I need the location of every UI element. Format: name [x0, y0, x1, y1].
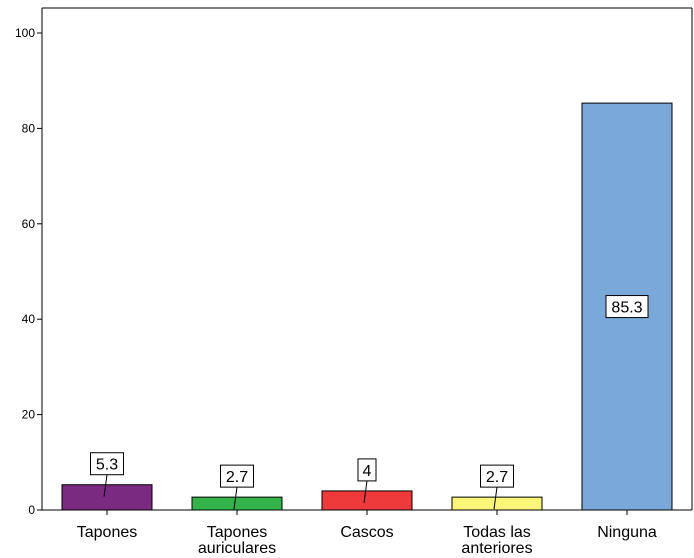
x-tick-label: anteriores	[461, 540, 532, 557]
data-label-leader	[233, 487, 238, 510]
data-label-leader	[103, 474, 108, 497]
data-label: 2.7	[486, 469, 508, 486]
data-label-leader	[493, 487, 498, 510]
data-label-box	[605, 295, 649, 319]
x-tick-label: auriculares	[198, 540, 276, 557]
data-label-leader	[363, 480, 368, 503]
bar	[321, 490, 413, 511]
data-label-box	[90, 452, 124, 476]
data-labels: 5.3 2.7 4 2.7 85.3	[90, 295, 649, 510]
y-tick-label: 40	[22, 312, 36, 326]
x-tick-label: Tapones	[77, 524, 138, 541]
data-label: 5.3	[96, 457, 118, 474]
y-tick-label: 60	[22, 217, 36, 231]
bar	[451, 496, 543, 511]
x-tick-label: Todas las	[463, 524, 531, 541]
bar	[61, 484, 153, 511]
data-label-box	[480, 464, 514, 488]
y-tick-label: 20	[22, 408, 36, 422]
x-tick-label: Tapones	[207, 524, 268, 541]
x-tick-label: Ninguna	[597, 524, 657, 541]
data-label: 4	[363, 463, 372, 480]
data-label: 85.3	[611, 300, 642, 317]
bars	[61, 102, 673, 511]
data-label: 2.7	[226, 469, 248, 486]
bar	[191, 496, 283, 511]
y-tick-label: 100	[15, 26, 35, 40]
data-label-box	[357, 458, 377, 482]
y-tick-label: 0	[28, 503, 35, 517]
y-axis: 0 20 40 60 80 100	[15, 26, 42, 517]
data-label-box	[220, 464, 254, 488]
x-tick-label: Cascos	[340, 524, 393, 541]
y-tick-label: 80	[22, 121, 36, 135]
